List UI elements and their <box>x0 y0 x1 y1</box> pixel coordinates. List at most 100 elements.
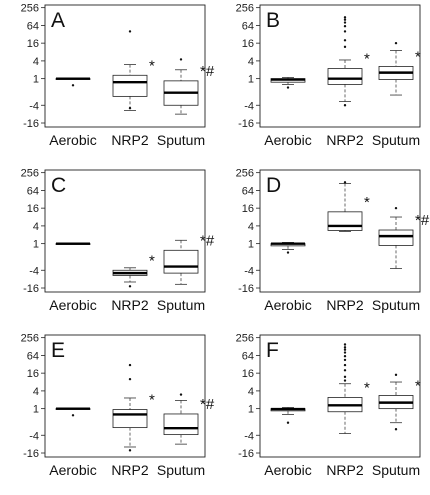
outlier-point <box>128 106 132 110</box>
significance-marker: * <box>415 48 421 65</box>
significance-marker: * <box>149 252 155 269</box>
outlier-point <box>71 84 75 87</box>
x-category-label: Aerobic <box>264 132 311 148</box>
outlier-point <box>394 373 398 377</box>
box-iqr <box>163 249 199 274</box>
y-tick-label: -4 <box>29 100 39 112</box>
significance-marker: * <box>149 392 155 409</box>
box-nrp2: * <box>112 363 155 452</box>
box-aerobic <box>270 77 306 89</box>
y-tick-label: 256 <box>236 168 254 180</box>
outlier-point <box>343 39 347 42</box>
significance-marker: *# <box>200 63 215 80</box>
y-tick-label: 256 <box>21 168 39 180</box>
y-tick-label: 16 <box>27 368 39 380</box>
y-tick-label: 64 <box>27 350 39 362</box>
outlier-point <box>343 358 347 362</box>
y-tick-label: 4 <box>33 56 39 68</box>
panel-letter: F <box>266 339 279 362</box>
panel-e: E -16 -4 1 4 16 64 256 Aerobic * NRP2 *# Sputum <box>21 333 215 478</box>
outlier-point <box>343 379 347 382</box>
y-tick-label: 64 <box>27 185 39 197</box>
box-nrp2: * <box>112 252 155 288</box>
outlier-point <box>179 58 183 61</box>
y-tick-label: 16 <box>242 203 254 215</box>
x-category-label: Aerobic <box>49 462 96 478</box>
outlier-point <box>343 104 347 107</box>
panel-frame <box>259 4 421 128</box>
outlier-point <box>343 375 347 379</box>
y-tick-label: 16 <box>27 203 39 215</box>
box-aerobic <box>55 77 91 87</box>
y-tick-label: -16 <box>23 448 39 460</box>
box-sputum: *# <box>163 58 215 115</box>
outlier-point <box>343 45 347 49</box>
box-sputum: * <box>378 373 421 431</box>
y-tick-label: -16 <box>23 118 39 130</box>
outlier-point <box>179 393 183 396</box>
outlier-point <box>343 18 347 21</box>
box-iqr <box>112 409 148 429</box>
outlier-point <box>394 41 398 45</box>
panel-b: B -16 -4 1 4 16 64 256 Aerobic * NRP2 * Sputum <box>236 3 421 148</box>
y-tick-label: 256 <box>21 3 39 15</box>
box-aerobic <box>270 242 306 254</box>
panel-frame <box>44 334 206 458</box>
outlier-point <box>128 363 132 367</box>
panel-d: D -16 -4 1 4 16 64 256 Aerobic * NRP2 *# Sputum <box>236 168 430 313</box>
y-tick-label: 1 <box>33 404 39 416</box>
y-tick-label: 64 <box>242 185 254 197</box>
outlier-point <box>286 86 290 89</box>
x-category-label: Aerobic <box>264 462 311 478</box>
y-tick-label: 256 <box>236 333 254 345</box>
box-aerobic <box>55 407 91 417</box>
y-tick-label: -16 <box>238 283 254 295</box>
outlier-point <box>286 421 290 424</box>
y-tick-label: 256 <box>21 333 39 345</box>
y-tick-label: 256 <box>236 3 254 15</box>
y-tick-label: 4 <box>248 386 254 398</box>
box-iqr <box>163 413 199 436</box>
outlier-point <box>394 206 398 210</box>
panel-c: C -16 -4 1 4 16 64 256 Aerobic * NRP2 *# Sputum <box>21 168 215 313</box>
x-category-label: Sputum <box>157 462 205 478</box>
significance-marker: * <box>364 379 370 396</box>
y-tick-label: 4 <box>248 56 254 68</box>
x-category-label: NRP2 <box>326 297 364 313</box>
box-nrp2: * <box>112 30 155 111</box>
box-nrp2: * <box>327 181 370 232</box>
box-iqr <box>327 68 363 85</box>
y-tick-label: 4 <box>33 221 39 233</box>
y-tick-label: -4 <box>244 100 254 112</box>
outlier-point <box>343 343 347 346</box>
outlier-point <box>128 285 132 288</box>
significance-marker: *# <box>415 212 430 229</box>
outlier-point <box>343 348 347 351</box>
y-tick-label: -4 <box>244 265 254 277</box>
significance-marker: * <box>415 377 421 394</box>
box-iqr <box>327 211 363 231</box>
y-tick-label: 64 <box>242 20 254 32</box>
y-tick-label: 1 <box>33 239 39 251</box>
panel-letter: C <box>51 174 66 197</box>
outlier-point <box>343 30 347 33</box>
box-aerobic <box>270 407 306 424</box>
outlier-point <box>343 363 347 367</box>
box-nrp2: * <box>327 343 370 434</box>
panel-f: F -16 -4 1 4 16 64 256 Aerobic * NRP2 * Sputum <box>236 333 421 478</box>
outlier-point <box>71 414 75 417</box>
panel-letter: D <box>266 174 281 197</box>
y-tick-label: 4 <box>33 386 39 398</box>
significance-marker: *# <box>200 232 215 249</box>
outlier-point <box>343 355 347 358</box>
outlier-point <box>343 16 347 19</box>
y-tick-label: -16 <box>23 283 39 295</box>
y-tick-label: -16 <box>238 118 254 130</box>
x-category-label: NRP2 <box>326 462 364 478</box>
box-sputum: *# <box>163 232 215 285</box>
panel-letter: E <box>51 339 65 362</box>
outlier-point <box>343 346 347 349</box>
outlier-point <box>128 449 132 452</box>
box-sputum: *# <box>163 393 215 445</box>
y-tick-label: 1 <box>33 74 39 86</box>
